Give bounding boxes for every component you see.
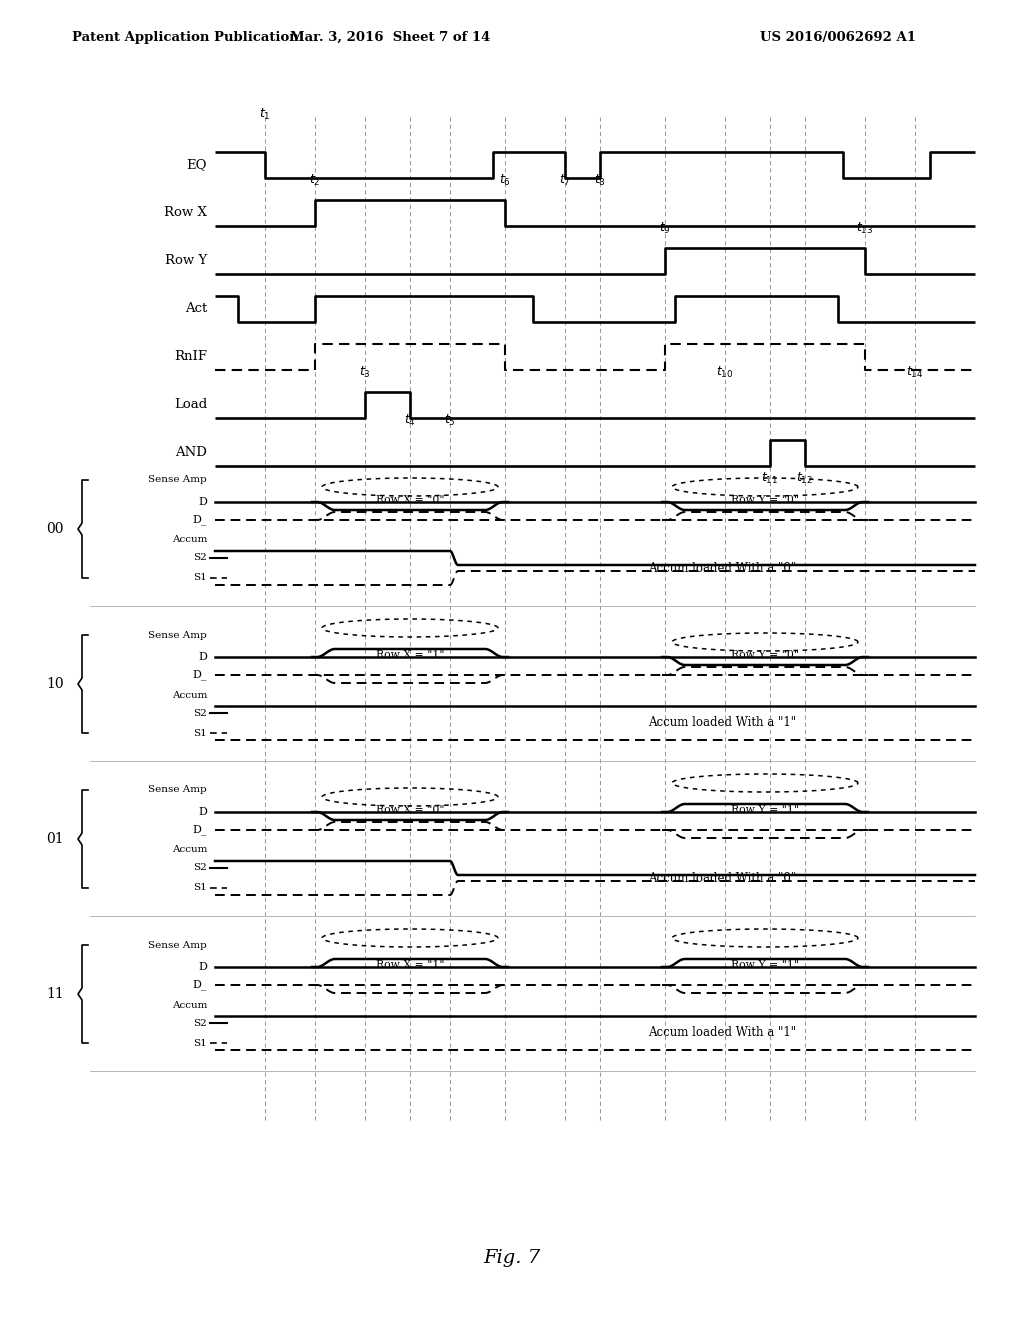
- Text: Row X = "1": Row X = "1": [376, 649, 444, 660]
- Text: S2: S2: [194, 553, 207, 562]
- Text: S2: S2: [194, 1019, 207, 1027]
- Text: Row Y = "1": Row Y = "1": [731, 960, 799, 970]
- Text: 10: 10: [46, 677, 63, 690]
- Text: Patent Application Publication: Patent Application Publication: [72, 30, 299, 44]
- Text: D_: D_: [193, 825, 207, 836]
- Text: $t_{12}$: $t_{12}$: [797, 471, 813, 486]
- Text: Accum loaded With a "0": Accum loaded With a "0": [648, 561, 797, 574]
- Text: $t_4$: $t_4$: [404, 413, 416, 428]
- Text: US 2016/0062692 A1: US 2016/0062692 A1: [760, 30, 916, 44]
- Text: EQ: EQ: [186, 158, 207, 172]
- Text: $t_8$: $t_8$: [594, 173, 606, 187]
- Text: S1: S1: [194, 573, 207, 582]
- Text: Sense Amp: Sense Amp: [148, 785, 207, 795]
- Text: D: D: [198, 807, 207, 817]
- Text: D_: D_: [193, 515, 207, 525]
- Text: $t_2$: $t_2$: [309, 173, 321, 187]
- Text: Fig. 7: Fig. 7: [483, 1249, 541, 1267]
- Text: $t_{11}$: $t_{11}$: [762, 471, 778, 486]
- Text: $t_5$: $t_5$: [444, 413, 456, 428]
- Text: S2: S2: [194, 863, 207, 873]
- Text: Row Y = "1": Row Y = "1": [731, 805, 799, 814]
- Text: D_: D_: [193, 979, 207, 990]
- Text: Row X = "0": Row X = "0": [376, 495, 444, 506]
- Text: Act: Act: [184, 302, 207, 315]
- Text: Sense Amp: Sense Amp: [148, 475, 207, 484]
- Text: Accum: Accum: [172, 536, 207, 544]
- Text: 11: 11: [46, 987, 63, 1001]
- Text: Accum: Accum: [172, 846, 207, 854]
- Text: Accum: Accum: [172, 1001, 207, 1010]
- Text: S1: S1: [194, 1039, 207, 1048]
- Text: D_: D_: [193, 669, 207, 680]
- Text: 00: 00: [46, 521, 63, 536]
- Text: Mar. 3, 2016  Sheet 7 of 14: Mar. 3, 2016 Sheet 7 of 14: [290, 30, 490, 44]
- Text: Row Y = "0": Row Y = "0": [731, 649, 799, 660]
- Text: $t_3$: $t_3$: [359, 364, 371, 380]
- Text: Row Y: Row Y: [165, 255, 207, 268]
- Text: Sense Amp: Sense Amp: [148, 631, 207, 639]
- Text: Row Y = "0": Row Y = "0": [731, 495, 799, 506]
- Text: S1: S1: [194, 883, 207, 892]
- Text: $t_1$: $t_1$: [259, 107, 270, 121]
- Text: Accum loaded With a "1": Accum loaded With a "1": [648, 1027, 797, 1040]
- Text: $t_9$: $t_9$: [659, 220, 671, 236]
- Text: D: D: [198, 962, 207, 972]
- Text: Row X = "1": Row X = "1": [376, 960, 444, 970]
- Text: S1: S1: [194, 729, 207, 738]
- Text: S2: S2: [194, 709, 207, 718]
- Text: Row X = "0": Row X = "0": [376, 805, 444, 814]
- Text: $t_6$: $t_6$: [499, 173, 511, 187]
- Text: Accum: Accum: [172, 690, 207, 700]
- Text: AND: AND: [175, 446, 207, 459]
- Text: RnIF: RnIF: [174, 351, 207, 363]
- Text: Accum loaded With a "0": Accum loaded With a "0": [648, 871, 797, 884]
- Text: D: D: [198, 498, 207, 507]
- Text: $t_{14}$: $t_{14}$: [906, 364, 924, 380]
- Text: Row X: Row X: [164, 206, 207, 219]
- Text: D: D: [198, 652, 207, 663]
- Text: Accum loaded With a "1": Accum loaded With a "1": [648, 717, 797, 730]
- Text: Sense Amp: Sense Amp: [148, 940, 207, 949]
- Text: $t_{10}$: $t_{10}$: [716, 364, 734, 380]
- Text: $t_7$: $t_7$: [559, 173, 571, 187]
- Text: Load: Load: [174, 399, 207, 412]
- Text: $t_{13}$: $t_{13}$: [856, 220, 873, 236]
- Text: 01: 01: [46, 832, 63, 846]
